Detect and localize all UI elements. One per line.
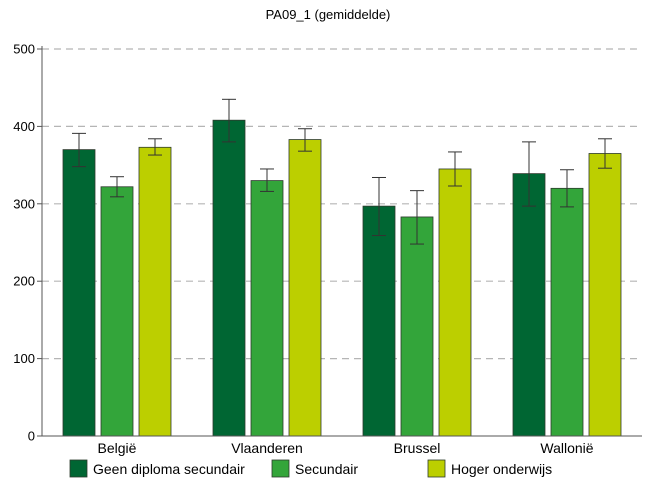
x-tick-label-2: Brussel (394, 440, 441, 456)
y-tick-label-0: 0 (28, 429, 35, 444)
bar-0-2 (138, 146, 172, 437)
bars (62, 119, 622, 437)
bar-2-1 (400, 216, 434, 437)
legend-swatch-1 (271, 459, 290, 478)
legend-swatch-2 (427, 459, 446, 478)
bar-2-2 (438, 168, 472, 437)
x-axis: België Vlaanderen Brussel Wallonië (42, 435, 642, 456)
y-axis: 0 100 200 300 400 500 (13, 42, 43, 444)
bar-0-1 (100, 186, 134, 437)
y-tick-label-300: 300 (13, 196, 35, 211)
bar-0-0 (62, 149, 96, 437)
chart-title: PA09_1 (gemiddelde) (266, 7, 391, 22)
x-tick-label-3: Wallonië (540, 440, 593, 456)
bar-3-1 (550, 187, 584, 437)
x-tick-label-0: België (98, 440, 137, 456)
legend-label-2: Hoger onderwijs (451, 461, 552, 477)
bar-2-0 (362, 205, 396, 437)
legend: Geen diploma secundair Secundair Hoger ond… (69, 459, 552, 478)
x-tick-label-1: Vlaanderen (231, 440, 303, 456)
legend-swatch-0 (69, 459, 88, 478)
y-tick-label-200: 200 (13, 274, 35, 289)
bar-3-0 (512, 173, 546, 437)
y-tick-label-400: 400 (13, 119, 35, 134)
legend-label-1: Secundair (295, 461, 358, 477)
bar-1-0 (212, 119, 246, 437)
y-tick-label-500: 500 (13, 42, 35, 57)
bar-3-2 (588, 153, 622, 437)
y-tick-label-100: 100 (13, 351, 35, 366)
bar-1-2 (288, 139, 322, 437)
bar-1-1 (250, 180, 284, 437)
error-bars (72, 98, 612, 245)
legend-label-0: Geen diploma secundair (93, 461, 245, 477)
